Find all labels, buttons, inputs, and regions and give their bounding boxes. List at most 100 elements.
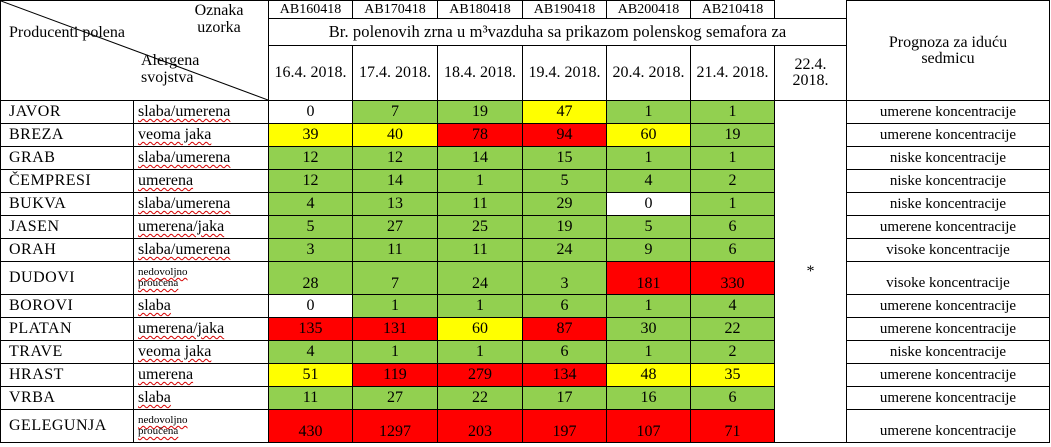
allergen-text: slaba/umerena	[138, 241, 231, 258]
pollen-count-cell: 5	[522, 169, 607, 193]
producer-name: GRAB	[0, 146, 134, 170]
pollen-count-cell: 24	[522, 238, 607, 262]
producer-name: ČEMPRESI	[0, 169, 134, 193]
sample-code: AB210418	[690, 0, 775, 19]
pollen-count-cell: 16	[606, 386, 691, 410]
producers-label: Producenti polena	[9, 24, 125, 41]
asterisk-mark: *	[806, 262, 815, 280]
pollen-count-cell: 22	[690, 317, 775, 341]
pollen-count-cell: 7	[352, 261, 438, 295]
date-header: 19.4. 2018.	[522, 45, 607, 101]
pollen-count-cell: 30	[606, 317, 691, 341]
allergen-property: slaba/umerena	[133, 192, 269, 216]
forecast-cell: niske koncentracije	[846, 169, 1050, 193]
allergen-property: nedovoljno proučena	[133, 261, 269, 295]
allergen-property: slaba/umerena	[133, 100, 269, 124]
allergen-property: slaba	[133, 294, 269, 318]
allergen-property: veoma jaka	[133, 123, 269, 147]
pollen-count-cell: 197	[522, 409, 607, 443]
forecast-cell: umerene koncentracije	[846, 409, 1050, 443]
pollen-count-cell: 28	[268, 261, 353, 295]
pollen-count-cell: 1	[437, 340, 523, 364]
pollen-count-cell: 47	[522, 100, 607, 124]
no-data-cell: *	[774, 100, 847, 443]
date-header: 17.4. 2018.	[352, 45, 438, 101]
pollen-count-cell: 6	[690, 386, 775, 410]
producer-name: TRAVE	[0, 340, 134, 364]
pollen-count-cell: 9	[606, 238, 691, 262]
table-row: ORAH slaba/umerena 3 11 11 24 9 6 visoke koncent…	[0, 238, 1050, 262]
forecast-cell: umerene koncentracije	[846, 294, 1050, 318]
pollen-count-cell: 60	[437, 317, 523, 341]
pollen-count-cell: 29	[522, 192, 607, 216]
pollen-count-cell: 1	[690, 100, 775, 124]
pollen-count-cell: 4	[690, 294, 775, 318]
forecast-cell: umerene koncentracije	[846, 123, 1050, 147]
allergen-text: umerena	[138, 172, 194, 189]
table-row: GRAB slaba/umerena 12 12 14 15 1 1 niske koncent…	[0, 146, 1050, 170]
pollen-count-cell: 27	[352, 386, 438, 410]
pollen-count-cell: 14	[437, 146, 523, 170]
sample-code: AB190418	[522, 0, 607, 19]
pollen-count-cell: 430	[268, 409, 353, 443]
producer-name: GELEGUNJA	[0, 409, 134, 443]
table-title: Br. polenovih zrna u m³vazduha sa prikaz…	[268, 18, 847, 46]
pollen-count-cell: 279	[437, 363, 523, 387]
pollen-count-cell: 12	[268, 169, 353, 193]
table-row: JAVOR slaba/umerena 0 7 19 47 1 1 * umerene konce…	[0, 100, 1050, 443]
sample-code: AB170418	[352, 0, 438, 19]
forecast-cell: umerene koncentracije	[846, 215, 1050, 239]
pollen-count-cell: 24	[437, 261, 523, 295]
producer-name: HRAST	[0, 363, 134, 387]
allergen-label: Alergena svojstva	[141, 52, 200, 86]
pollen-count-cell: 2	[690, 340, 775, 364]
pollen-count-cell: 6	[522, 340, 607, 364]
pollen-count-cell: 1	[352, 294, 438, 318]
producer-name: VRBA	[0, 386, 134, 410]
pollen-count-cell: 181	[606, 261, 691, 295]
pollen-count-cell: 78	[437, 123, 523, 147]
pollen-count-cell: 330	[690, 261, 775, 295]
date-header: 16.4. 2018.	[268, 45, 353, 101]
producer-name: JAVOR	[0, 100, 134, 124]
forecast-cell: niske koncentracije	[846, 340, 1050, 364]
pollen-count-cell: 1	[352, 340, 438, 364]
pollen-count-cell: 134	[522, 363, 607, 387]
allergen-text: umerena/jaka	[138, 320, 225, 337]
pollen-count-cell: 39	[268, 123, 353, 147]
producer-name: BOROVI	[0, 294, 134, 318]
pollen-count-cell: 203	[437, 409, 523, 443]
pollen-count-cell: 4	[268, 340, 353, 364]
pollen-count-cell: 135	[268, 317, 353, 341]
pollen-count-cell: 19	[522, 215, 607, 239]
producer-name: ORAH	[0, 238, 134, 262]
producer-name: JASEN	[0, 215, 134, 239]
pollen-count-cell: 6	[522, 294, 607, 318]
pollen-count-cell: 1	[437, 169, 523, 193]
pollen-count-cell: 60	[606, 123, 691, 147]
pollen-count-cell: 1	[690, 146, 775, 170]
pollen-count-cell: 12	[352, 146, 438, 170]
pollen-count-cell: 40	[352, 123, 438, 147]
pollen-count-cell: 0	[606, 192, 691, 216]
forecast-header: Prognoza za iduću sedmicu	[846, 0, 1050, 101]
pollen-count-cell: 5	[606, 215, 691, 239]
forecast-cell: umerene koncentracije	[846, 363, 1050, 387]
allergen-text: slaba/umerena	[138, 195, 231, 212]
header-corner-cell: Producenti polena Oznaka uzorka Alergena…	[0, 0, 269, 101]
pollen-count-cell: 6	[690, 238, 775, 262]
allergen-property: slaba/umerena	[133, 146, 269, 170]
pollen-count-cell: 0	[268, 100, 353, 124]
pollen-count-cell: 5	[268, 215, 353, 239]
pollen-count-cell: 119	[352, 363, 438, 387]
pollen-count-cell: 87	[522, 317, 607, 341]
pollen-count-cell: 1	[690, 192, 775, 216]
table-row: PLATAN umerena/jaka 135 131 60 87 30 22 umerene …	[0, 317, 1050, 341]
sample-label: Oznaka uzorka	[194, 2, 244, 36]
allergen-text: slaba	[138, 297, 171, 314]
forecast-cell: visoke koncentracije	[846, 238, 1050, 262]
forecast-cell: umerene koncentracije	[846, 317, 1050, 341]
pollen-count-cell: 11	[437, 238, 523, 262]
